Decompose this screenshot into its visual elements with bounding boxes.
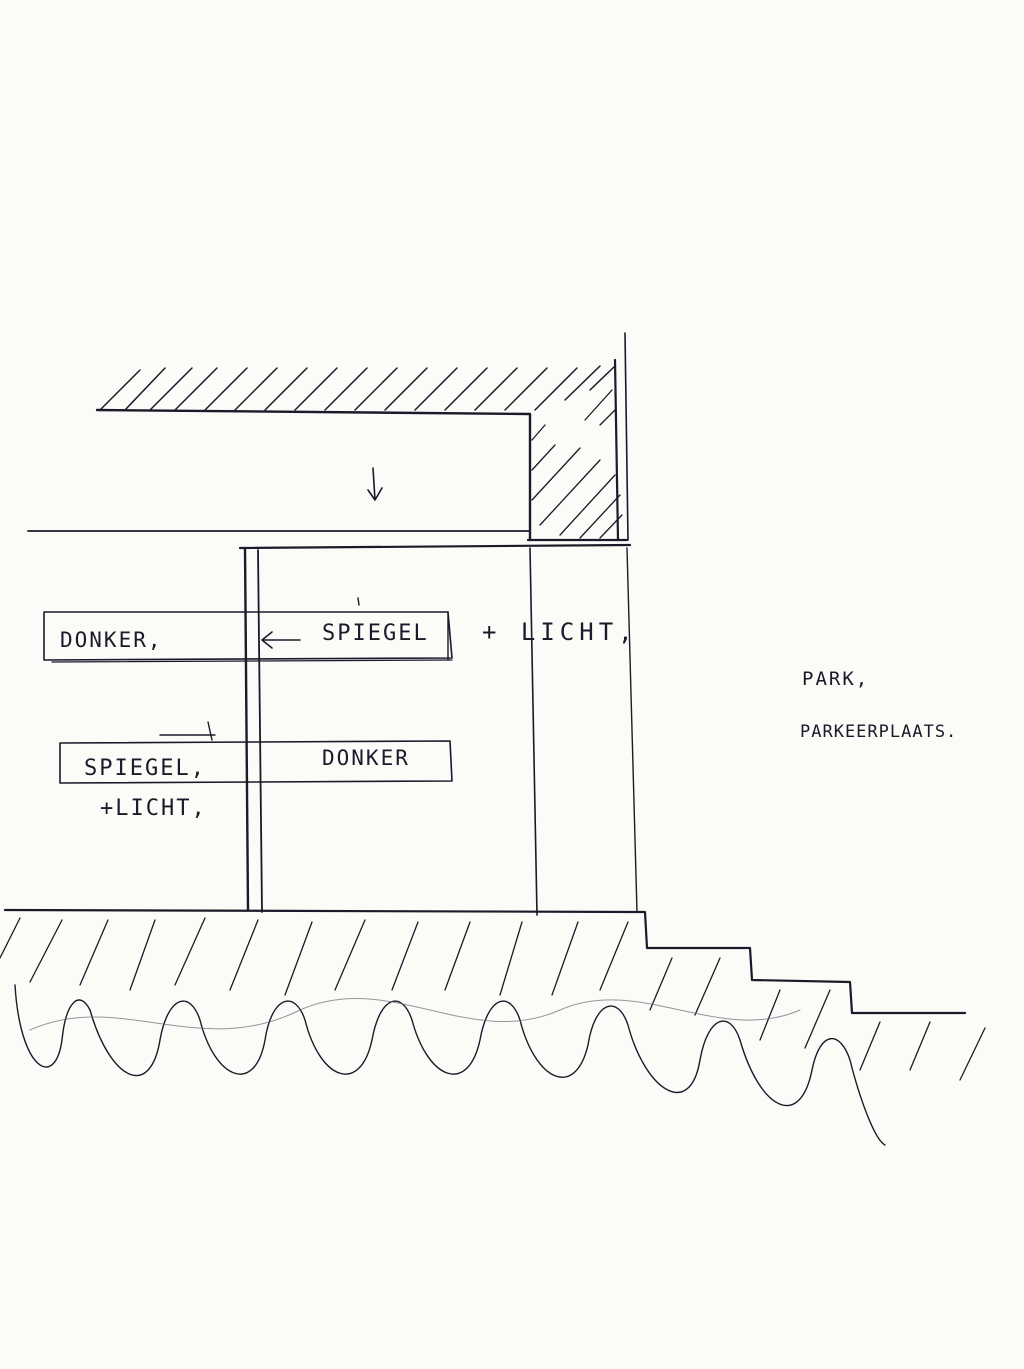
column-hatching: [531, 389, 623, 539]
label-donker-mid: DONKER: [322, 746, 410, 770]
down-arrow: [367, 467, 383, 501]
ground-scribble: [14, 984, 886, 1146]
band-top: [43, 611, 453, 661]
label-donker-top: DONKER,: [60, 628, 163, 652]
label-parkeerplaats: PARKEERPLAATS.: [800, 722, 958, 742]
column-outer-edge: [624, 332, 629, 541]
label-spiegel-top: SPIEGEL: [322, 621, 429, 646]
band-mid: [59, 740, 453, 784]
ceiling-edge: [95, 408, 532, 542]
label-spiegel-mid: SPIEGEL,: [84, 756, 206, 781]
opening-right-line: [626, 547, 638, 913]
ground-line: [3, 908, 967, 1015]
opening-middle-line: [529, 547, 538, 916]
ground-hatching: [0, 917, 986, 1081]
opening-left-post: [243, 546, 250, 912]
ceiling-hatching: [99, 365, 616, 411]
label-licht-mid: +LICHT,: [100, 796, 207, 821]
label-park: PARK,: [802, 668, 870, 690]
column-right-edge: [613, 358, 620, 542]
label-licht-top: + LICHT,: [482, 618, 638, 646]
left-arrow: [261, 631, 301, 649]
opening-left-post-2: [257, 549, 263, 913]
opening-top: [238, 543, 632, 550]
right-arrow-small: [159, 721, 216, 741]
